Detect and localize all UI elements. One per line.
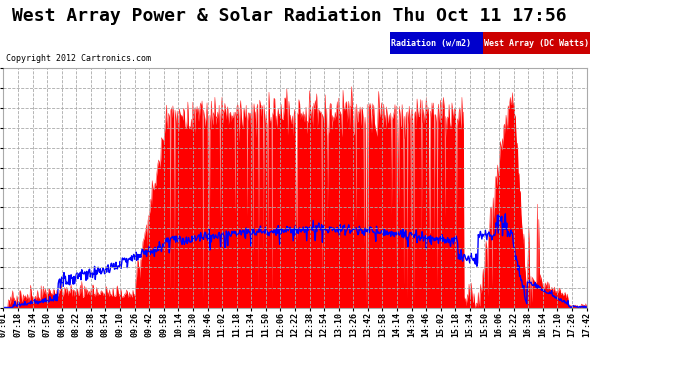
- Text: Copyright 2012 Cartronics.com: Copyright 2012 Cartronics.com: [6, 54, 150, 63]
- Text: Radiation (w/m2): Radiation (w/m2): [391, 39, 471, 48]
- Text: West Array Power & Solar Radiation Thu Oct 11 17:56: West Array Power & Solar Radiation Thu O…: [12, 6, 567, 25]
- Text: West Array (DC Watts): West Array (DC Watts): [484, 39, 589, 48]
